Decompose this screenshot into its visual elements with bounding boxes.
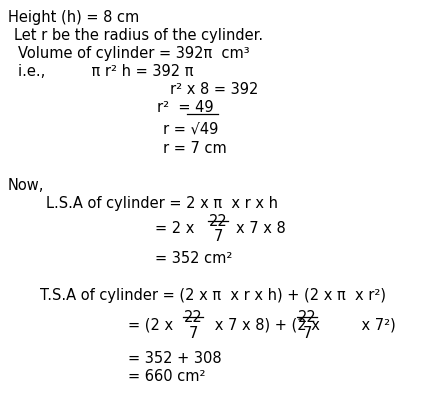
Text: Volume of cylinder = 392π  cm³: Volume of cylinder = 392π cm³ — [18, 46, 250, 61]
Text: 7: 7 — [213, 228, 223, 243]
Text: 22: 22 — [183, 309, 202, 324]
Text: Now,: Now, — [8, 177, 45, 192]
Text: = 352 cm²: = 352 cm² — [155, 250, 232, 265]
Text: = 352 + 308: = 352 + 308 — [128, 350, 222, 365]
Text: 22: 22 — [209, 213, 228, 228]
Text: r = 7 cm: r = 7 cm — [163, 141, 227, 156]
Text: = 2 x         x 7 x 8: = 2 x x 7 x 8 — [155, 220, 286, 235]
Text: L.S.A of cylinder = 2 x π  x r x h: L.S.A of cylinder = 2 x π x r x h — [46, 196, 278, 211]
Text: = 660 cm²: = 660 cm² — [128, 368, 206, 383]
Text: 7: 7 — [303, 325, 312, 340]
Text: Let r be the radius of the cylinder.: Let r be the radius of the cylinder. — [14, 28, 263, 43]
Text: r² x 8 = 392: r² x 8 = 392 — [170, 82, 258, 97]
Text: Height (h) = 8 cm: Height (h) = 8 cm — [8, 10, 139, 25]
Text: 7: 7 — [188, 325, 198, 340]
Text: T.S.A of cylinder = (2 x π  x r x h) + (2 x π  x r²): T.S.A of cylinder = (2 x π x r x h) + (2… — [40, 287, 386, 302]
Text: 22: 22 — [298, 309, 316, 324]
Text: i.e.,          π r² h = 392 π: i.e., π r² h = 392 π — [18, 64, 194, 79]
Text: r = √49: r = √49 — [163, 121, 218, 136]
Text: = (2 x         x 7 x 8) + (2 x         x 7²): = (2 x x 7 x 8) + (2 x x 7²) — [128, 317, 396, 332]
Text: r²  = 49: r² = 49 — [157, 100, 213, 115]
